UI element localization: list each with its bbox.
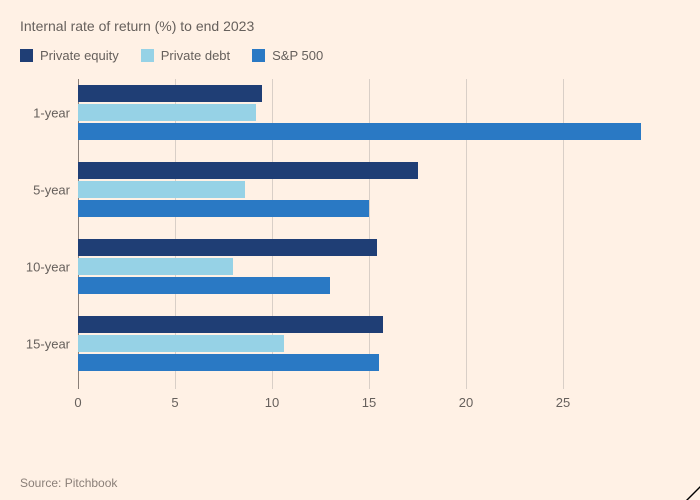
bar-pd (78, 258, 233, 275)
chart-container: Internal rate of return (%) to end 2023 … (0, 0, 700, 429)
x-axis: 0510152025 (78, 391, 660, 411)
legend-item-pe: Private equity (20, 48, 119, 63)
bar-group: 5-year (78, 162, 660, 217)
bar-pd (78, 104, 256, 121)
bar-pe (78, 162, 418, 179)
category-label: 10-year (20, 259, 70, 274)
category-label: 1-year (20, 105, 70, 120)
legend: Private equity Private debt S&P 500 (20, 48, 680, 63)
x-tick: 5 (171, 395, 178, 410)
legend-item-pd: Private debt (141, 48, 230, 63)
plot: 1-year 5-year 10-year 15-year (78, 79, 660, 389)
bar-group: 10-year (78, 239, 660, 294)
bar-pe (78, 239, 377, 256)
legend-swatch-spx (252, 49, 265, 62)
category-label: 5-year (20, 182, 70, 197)
bar-group: 15-year (78, 316, 660, 371)
bar-spx (78, 200, 369, 217)
bar-spx (78, 277, 330, 294)
bar-spx (78, 123, 641, 140)
resize-corner-icon (686, 486, 700, 500)
x-tick: 25 (556, 395, 570, 410)
x-tick: 20 (459, 395, 473, 410)
bar-pe (78, 316, 383, 333)
legend-label-pe: Private equity (40, 48, 119, 63)
x-tick: 10 (265, 395, 279, 410)
legend-swatch-pd (141, 49, 154, 62)
bar-group: 1-year (78, 85, 660, 140)
legend-label-pd: Private debt (161, 48, 230, 63)
bar-pe (78, 85, 262, 102)
category-label: 15-year (20, 336, 70, 351)
legend-label-spx: S&P 500 (272, 48, 323, 63)
bar-pd (78, 181, 245, 198)
legend-swatch-pe (20, 49, 33, 62)
legend-item-spx: S&P 500 (252, 48, 323, 63)
bar-spx (78, 354, 379, 371)
chart-area: 1-year5-year10-year15-year 0510152025 (78, 79, 660, 419)
chart-subtitle: Internal rate of return (%) to end 2023 (20, 18, 680, 34)
x-tick: 0 (74, 395, 81, 410)
x-tick: 15 (362, 395, 376, 410)
bar-pd (78, 335, 284, 352)
source-text: Source: Pitchbook (20, 476, 117, 490)
